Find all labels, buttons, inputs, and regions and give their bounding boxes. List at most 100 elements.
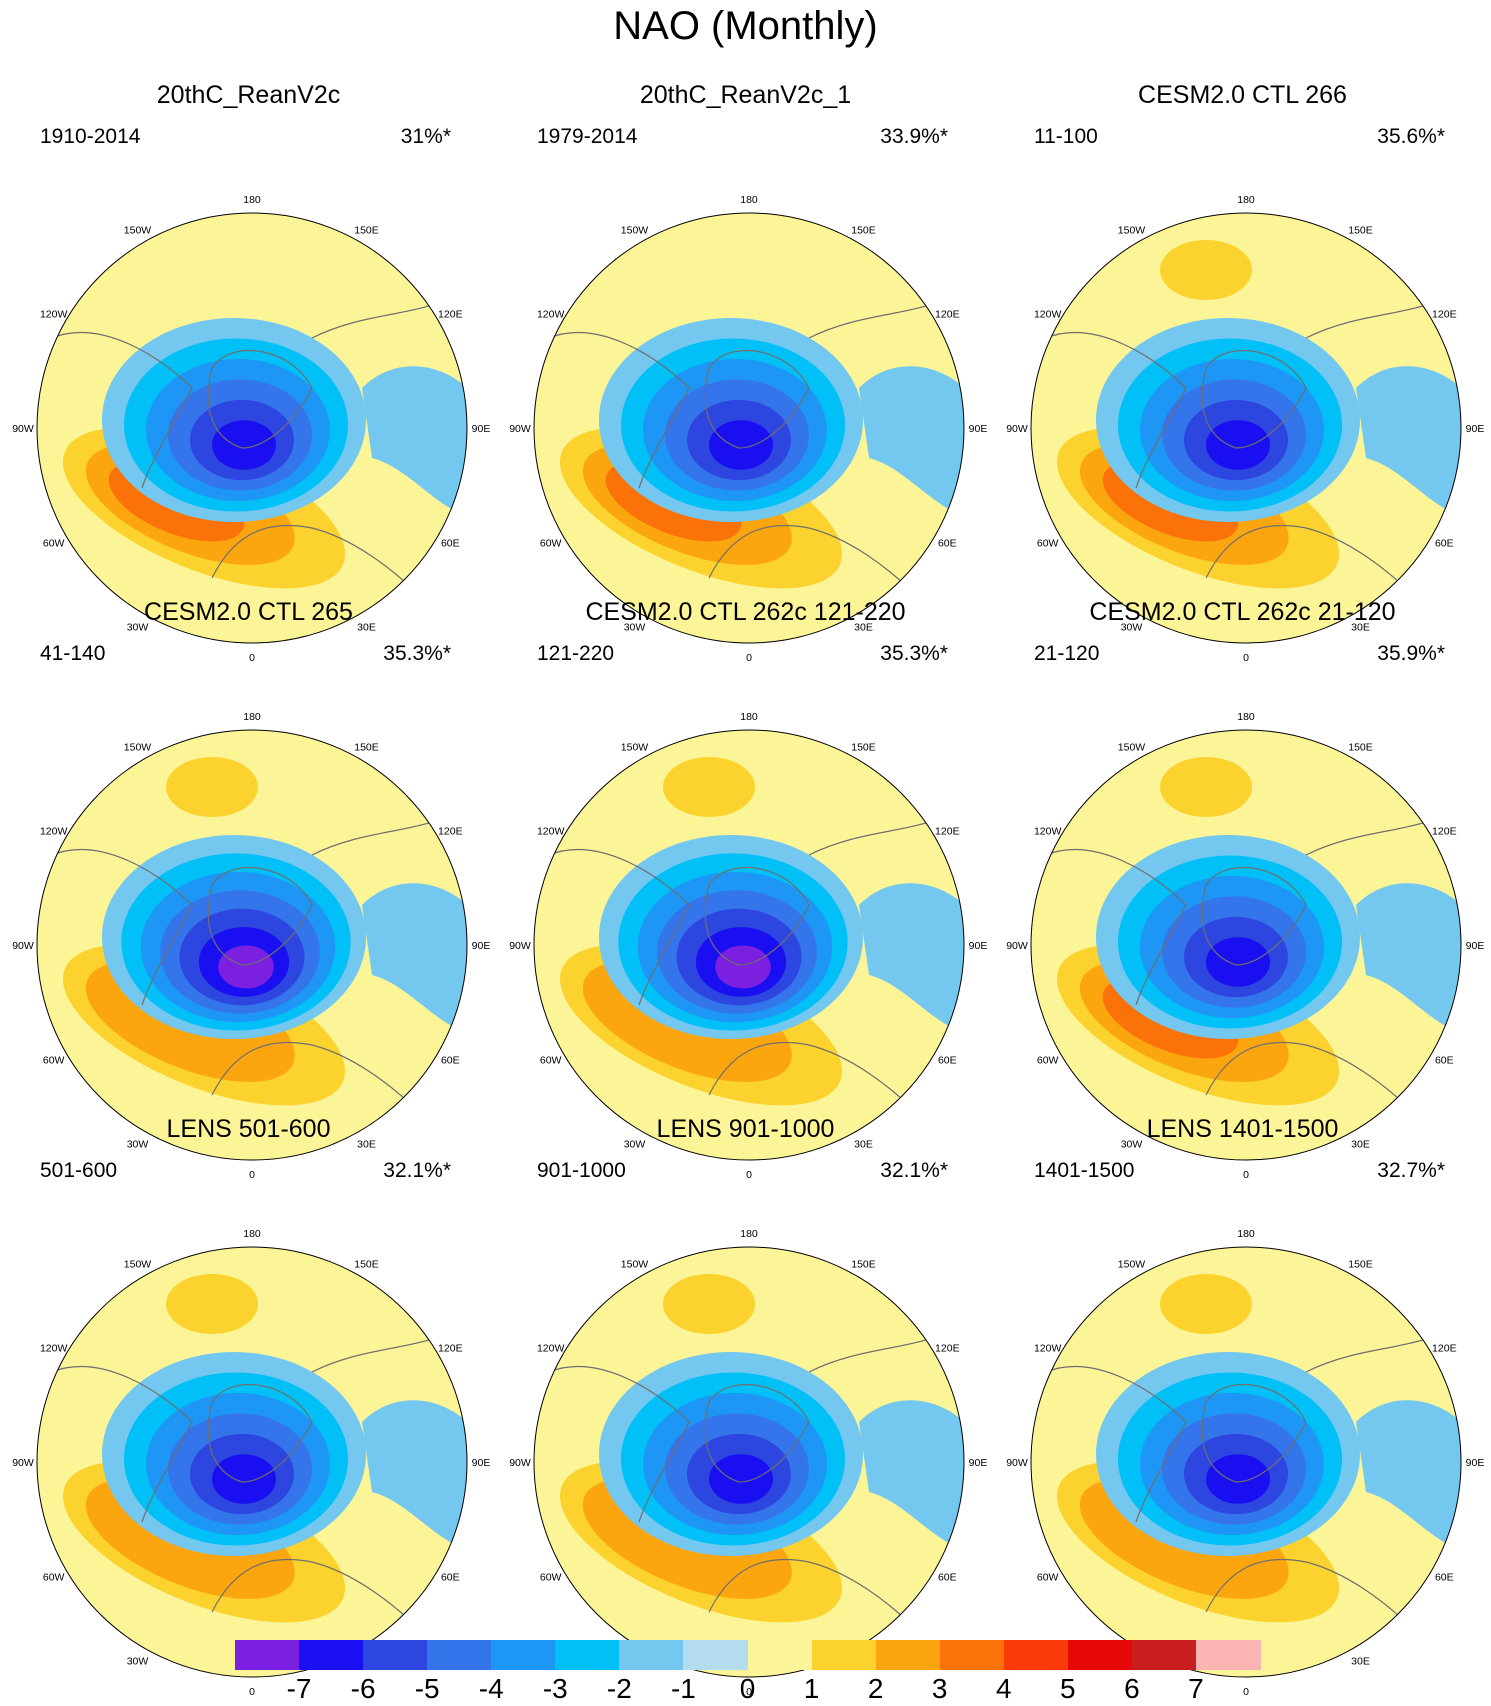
contour-level bbox=[859, 883, 964, 1035]
longitude-label: 30E bbox=[357, 621, 376, 633]
map-boundary bbox=[36, 1246, 468, 1678]
longitude-label: 90W bbox=[509, 1457, 531, 1469]
longitude-label: 90E bbox=[1466, 1457, 1485, 1469]
longitude-label: 120W bbox=[1034, 309, 1062, 321]
contour-level bbox=[218, 945, 274, 989]
contour-level bbox=[715, 945, 771, 989]
panel-variance: 35.9%* bbox=[1377, 642, 1445, 665]
contour-level bbox=[212, 1454, 276, 1504]
longitude-label: 120W bbox=[537, 1343, 565, 1355]
longitude-label: 0 bbox=[249, 1169, 255, 1181]
longitude-label: 150E bbox=[1348, 225, 1373, 237]
longitude-label: 60W bbox=[1037, 1572, 1059, 1584]
longitude-label: 0 bbox=[746, 1169, 752, 1181]
longitude-label: 0 bbox=[746, 652, 752, 664]
contour-field bbox=[1031, 1247, 1461, 1677]
colorbar-tick-label: 3 bbox=[931, 1673, 948, 1704]
colorbar-swatch bbox=[1195, 1640, 1261, 1670]
map-boundary bbox=[36, 212, 468, 644]
longitude-label: 0 bbox=[1243, 1169, 1249, 1181]
map-panel: LENS 1401-1500 1401-1500 32.7%* 180 150E 120E… bbox=[994, 1114, 1491, 1698]
longitude-label: 30W bbox=[624, 621, 646, 633]
longitude-label: 150E bbox=[1348, 1259, 1373, 1271]
longitude-label: 60E bbox=[441, 1055, 460, 1067]
panel-title: CESM2.0 CTL 262c 21-120 bbox=[1089, 598, 1396, 626]
longitude-label: 90E bbox=[1466, 423, 1485, 435]
longitude-label: 150W bbox=[124, 742, 152, 754]
longitude-label: 90E bbox=[472, 423, 491, 435]
colorbar-swatch bbox=[1131, 1640, 1197, 1670]
longitude-label: 150W bbox=[1118, 742, 1146, 754]
contour-level bbox=[362, 883, 467, 1035]
panel-variance: 32.1%* bbox=[383, 1159, 451, 1182]
panel-period: 121-220 bbox=[537, 642, 615, 665]
longitude-label: 90E bbox=[969, 1457, 988, 1469]
longitude-label: 30W bbox=[127, 621, 149, 633]
contour-field bbox=[534, 1247, 964, 1677]
longitude-label: 120E bbox=[1432, 826, 1457, 838]
panel-title: LENS 901-1000 bbox=[656, 1115, 835, 1143]
colorbar-tick-label: -2 bbox=[606, 1673, 632, 1704]
map-panel: CESM2.0 CTL 262c 121-220 121-220 35.3%* 180… bbox=[497, 597, 994, 1181]
longitude-label: 120E bbox=[935, 826, 960, 838]
longitude-label: 150W bbox=[621, 1259, 649, 1271]
colorbar-tick-label: -3 bbox=[542, 1673, 568, 1704]
longitude-label: 90W bbox=[509, 940, 531, 952]
coastlines bbox=[1045, 1321, 1457, 1633]
longitude-label: 180 bbox=[1237, 711, 1255, 723]
contour-level bbox=[166, 1274, 258, 1334]
longitude-label: 150E bbox=[354, 742, 379, 754]
longitude-label: 180 bbox=[740, 194, 758, 206]
contour-level bbox=[709, 1454, 773, 1504]
colorbar-swatch bbox=[363, 1640, 428, 1670]
colorbar-swatch bbox=[875, 1640, 941, 1670]
longitude-label: 60E bbox=[938, 538, 957, 550]
colorbar-tick-label: 1 bbox=[803, 1673, 820, 1704]
map-boundary bbox=[1030, 212, 1462, 644]
longitude-label: 60W bbox=[540, 1055, 562, 1067]
longitude-label: 30E bbox=[1351, 1655, 1370, 1667]
longitude-label: 150W bbox=[124, 1259, 152, 1271]
longitude-label: 180 bbox=[1237, 1228, 1255, 1240]
contour-field bbox=[1031, 730, 1461, 1160]
map-panel: 20thC_ReanV2c 1910-2014 31%* 180 150E 120E 90E… bbox=[0, 80, 497, 664]
contour-level bbox=[859, 1400, 964, 1552]
longitude-label: 120E bbox=[438, 826, 463, 838]
contour-level bbox=[166, 757, 258, 817]
longitude-label: 150W bbox=[621, 742, 649, 754]
longitude-label: 90W bbox=[1006, 423, 1028, 435]
colorbar-tick-label: 5 bbox=[1060, 1673, 1076, 1704]
longitude-label: 120E bbox=[1432, 309, 1457, 321]
contour-level bbox=[1160, 1274, 1252, 1334]
coastlines bbox=[1045, 287, 1457, 599]
longitude-label: 120W bbox=[40, 309, 68, 321]
contour-level bbox=[859, 366, 964, 518]
colorbar-tick-label: 6 bbox=[1124, 1673, 1140, 1704]
longitude-label: 30W bbox=[127, 1655, 149, 1667]
map-panel: CESM2.0 CTL 262c 21-120 21-120 35.9%* 180 15… bbox=[994, 597, 1491, 1181]
colorbar-swatch bbox=[427, 1640, 492, 1670]
longitude-label: 150E bbox=[851, 1259, 876, 1271]
colorbar-swatch bbox=[491, 1640, 556, 1670]
contour-level bbox=[362, 366, 467, 518]
panel-variance: 35.3%* bbox=[880, 642, 948, 665]
longitude-label: 60W bbox=[43, 1055, 65, 1067]
longitude-label: 90E bbox=[472, 1457, 491, 1469]
colorbar-tick-label: 0 bbox=[739, 1673, 756, 1704]
colorbar-swatch bbox=[811, 1640, 877, 1670]
longitude-label: 0 bbox=[249, 652, 255, 664]
longitude-label: 0 bbox=[249, 1686, 255, 1698]
contour-level bbox=[1356, 1400, 1461, 1552]
longitude-label: 120E bbox=[438, 309, 463, 321]
panel-title: 20thC_ReanV2c_1 bbox=[639, 81, 852, 109]
map-boundary bbox=[533, 212, 965, 644]
longitude-label: 150E bbox=[851, 742, 876, 754]
colorbar-swatch bbox=[1003, 1640, 1069, 1670]
longitude-label: 30W bbox=[127, 1138, 149, 1150]
panel-variance: 33.9%* bbox=[880, 125, 948, 148]
longitude-label: 120W bbox=[537, 826, 565, 838]
longitude-label: 60E bbox=[1435, 1055, 1454, 1067]
